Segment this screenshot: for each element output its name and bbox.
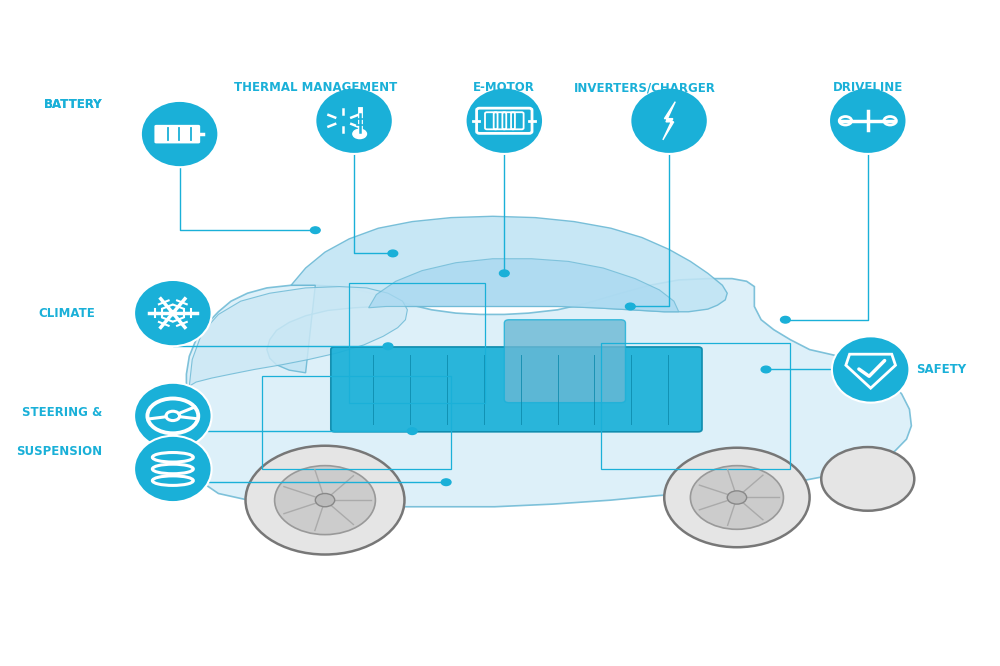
Circle shape — [383, 343, 393, 350]
Ellipse shape — [134, 436, 212, 502]
Text: THERMAL MANAGEMENT: THERMAL MANAGEMENT — [234, 81, 397, 94]
Circle shape — [664, 448, 810, 547]
Text: BATTERY: BATTERY — [43, 98, 102, 111]
Circle shape — [761, 366, 771, 373]
Text: CLIMATE: CLIMATE — [39, 306, 95, 320]
Ellipse shape — [134, 383, 212, 449]
Ellipse shape — [141, 101, 218, 167]
Circle shape — [727, 491, 747, 504]
Circle shape — [310, 227, 320, 234]
Circle shape — [169, 310, 177, 316]
Text: SUSPENSION: SUSPENSION — [16, 444, 102, 458]
FancyBboxPatch shape — [154, 125, 200, 143]
Circle shape — [388, 250, 398, 256]
Text: INVERTERS/CHARGER: INVERTERS/CHARGER — [574, 81, 716, 94]
Ellipse shape — [134, 280, 212, 346]
Text: E-MOTOR: E-MOTOR — [473, 81, 535, 94]
Circle shape — [625, 303, 635, 310]
Circle shape — [275, 466, 375, 535]
Circle shape — [441, 479, 451, 486]
Polygon shape — [663, 102, 675, 140]
Circle shape — [353, 129, 366, 139]
Circle shape — [407, 428, 417, 434]
Text: BATTERY: BATTERY — [43, 98, 102, 111]
Text: STEERING &: STEERING & — [22, 406, 102, 419]
Polygon shape — [186, 278, 911, 507]
Ellipse shape — [829, 88, 907, 154]
Text: SAFETY: SAFETY — [916, 363, 966, 376]
FancyBboxPatch shape — [331, 347, 702, 432]
Circle shape — [499, 270, 509, 276]
Circle shape — [315, 494, 335, 507]
Circle shape — [690, 466, 783, 529]
Polygon shape — [267, 216, 727, 373]
Circle shape — [821, 447, 914, 511]
Text: DRIVELINE: DRIVELINE — [833, 81, 903, 94]
Polygon shape — [189, 286, 407, 386]
Circle shape — [781, 316, 790, 323]
Ellipse shape — [466, 88, 543, 154]
Circle shape — [246, 446, 404, 555]
Ellipse shape — [630, 88, 708, 154]
Polygon shape — [369, 258, 679, 312]
FancyBboxPatch shape — [504, 320, 625, 403]
Ellipse shape — [315, 88, 393, 154]
Ellipse shape — [832, 336, 909, 403]
